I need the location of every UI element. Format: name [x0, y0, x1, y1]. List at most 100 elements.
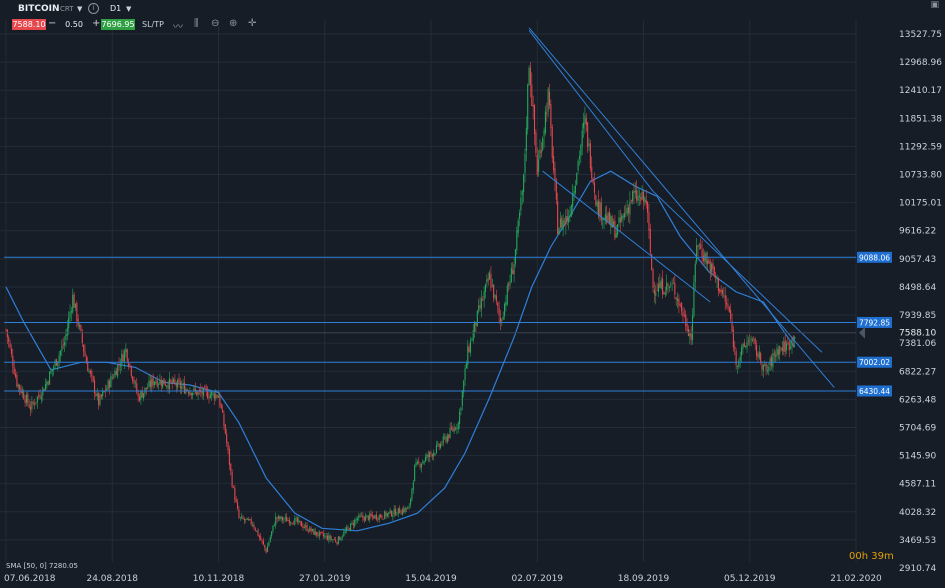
- instrument-name[interactable]: BITCOIN: [18, 4, 60, 14]
- candle-body: [74, 303, 77, 308]
- indicator-icon[interactable]: 〰: [173, 22, 183, 33]
- candle-body: [39, 395, 41, 398]
- level-label: 6430.44: [859, 387, 890, 396]
- candle-body: [622, 215, 624, 219]
- candle-body: [333, 539, 335, 540]
- candle-body: [380, 514, 382, 518]
- candle-body: [73, 294, 75, 308]
- candle-body: [212, 392, 214, 394]
- candle-body: [54, 360, 56, 367]
- candle-body: [271, 531, 273, 537]
- time-axis[interactable]: 07.06.2018 24.08.2018 10.11.2018 27.01.2019…: [4, 574, 882, 584]
- horizontal-levels[interactable]: 9088.06 7792.85 7002.02 6430.44: [4, 251, 892, 397]
- candle-body: [561, 217, 563, 228]
- candle-body: [459, 411, 461, 424]
- window-icon[interactable]: ▣: [930, 0, 939, 10]
- candle-body: [397, 507, 399, 514]
- candle-body: [583, 122, 585, 129]
- candle-body: [341, 536, 344, 538]
- candle-body: [574, 185, 576, 193]
- candle-body: [674, 282, 676, 295]
- chart-type-icon[interactable]: ⫼: [194, 18, 199, 29]
- candle-body: [446, 435, 448, 443]
- candle-body: [762, 365, 764, 371]
- candle-body: [57, 361, 59, 367]
- candle-body: [232, 486, 235, 488]
- volume-input[interactable]: 0.50: [65, 20, 83, 29]
- candle-body: [156, 379, 158, 387]
- candle-body: [352, 523, 354, 526]
- candle-body: [439, 443, 442, 448]
- candle-body: [595, 195, 597, 206]
- candle-body: [64, 342, 66, 345]
- price-axis[interactable]: 13527.75 12968.96 12410.17 11851.38 11292.59…: [899, 30, 942, 574]
- timeframe-selector[interactable]: D1: [110, 4, 122, 13]
- info-icon[interactable]: i: [88, 3, 99, 14]
- candle-body: [305, 525, 307, 528]
- candle-body: [724, 295, 726, 302]
- volume-increase-button[interactable]: +: [92, 18, 101, 29]
- instrument-dropdown-icon[interactable]: ▼: [77, 5, 83, 13]
- candle-body: [708, 259, 710, 264]
- sell-button[interactable]: 7588.10: [12, 19, 46, 30]
- candle-body: [480, 298, 482, 310]
- x-tick-label: 27.01.2019: [299, 574, 351, 584]
- sma-indicator-label[interactable]: SMA [50, 0] 7280.05: [6, 562, 78, 570]
- candle-body: [453, 427, 455, 432]
- candle-body: [431, 454, 433, 457]
- candle-body: [145, 387, 147, 390]
- candle-body: [738, 360, 740, 367]
- candle-body: [347, 526, 349, 528]
- candle-body: [400, 513, 402, 515]
- candle-body: [228, 449, 230, 465]
- candle-body: [486, 279, 488, 283]
- level-label: 9088.06: [859, 253, 890, 262]
- candle-body: [671, 283, 673, 285]
- zoom-in-icon[interactable]: ⊕: [229, 18, 238, 29]
- candle-body: [720, 290, 722, 292]
- candle-body: [494, 294, 496, 298]
- candle-body: [422, 461, 424, 464]
- candle-body: [404, 507, 406, 513]
- candle-body: [96, 393, 98, 396]
- candle-body: [143, 392, 145, 399]
- candle-body: [626, 207, 628, 215]
- candle-body: [652, 269, 654, 288]
- level-label-box: [857, 316, 892, 328]
- candle-body: [88, 370, 90, 373]
- candle-body: [6, 329, 8, 337]
- candle-body: [645, 200, 647, 205]
- candle-body: [226, 433, 228, 443]
- sltp-button[interactable]: SL/TP: [142, 20, 164, 29]
- timeframe-dropdown-icon[interactable]: ▼: [126, 5, 132, 13]
- zoom-out-icon[interactable]: ⊖: [211, 18, 220, 29]
- candle-body: [565, 216, 567, 225]
- candle-body: [155, 381, 157, 384]
- candle-body: [170, 379, 172, 382]
- candle-body: [294, 518, 296, 525]
- candle-body: [535, 132, 537, 153]
- candle-body: [234, 487, 236, 500]
- x-tick-label: 07.06.2018: [4, 574, 56, 584]
- candle-body: [345, 527, 348, 532]
- candle-body: [416, 461, 418, 464]
- candle-body: [343, 532, 345, 537]
- volume-decrease-button[interactable]: −: [48, 18, 57, 29]
- candle-body: [242, 516, 244, 519]
- candle-body: [610, 215, 612, 227]
- x-tick-label: 18.09.2019: [618, 574, 670, 584]
- crosshair-icon[interactable]: ✛: [248, 18, 257, 29]
- candle-body: [479, 305, 481, 308]
- candle-body: [705, 252, 707, 264]
- candle-body: [757, 354, 759, 357]
- candle-body: [632, 191, 634, 202]
- candle-body: [243, 519, 245, 521]
- y-tick-label: 3469.53: [899, 536, 936, 546]
- candle-body: [187, 391, 190, 394]
- trendlines[interactable]: [528, 27, 835, 388]
- level-label-box: [857, 385, 892, 397]
- candle-body: [66, 327, 68, 336]
- candle-body: [140, 391, 142, 400]
- buy-button[interactable]: 7696.95: [101, 19, 135, 30]
